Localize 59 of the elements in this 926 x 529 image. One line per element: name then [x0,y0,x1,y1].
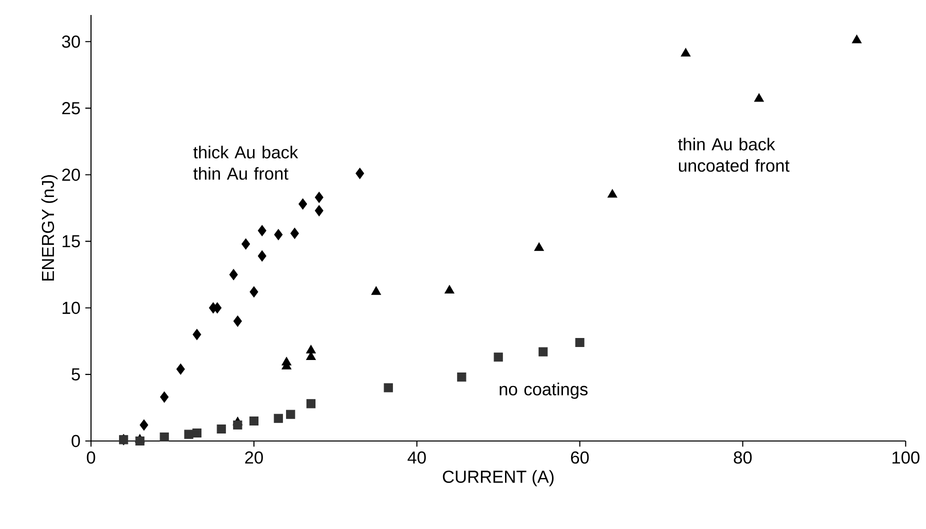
point [306,344,316,354]
point [258,250,266,262]
point [298,198,308,210]
point [534,242,544,251]
point [192,328,202,340]
y-tick-label: 10 [62,302,80,314]
point [274,414,283,423]
y-tick-label: 25 [62,102,80,114]
point [306,399,316,408]
point [852,34,862,44]
point [314,205,324,216]
point [258,225,266,236]
point [192,428,202,438]
point [249,416,258,426]
x-axis-title: CURRENT (A) [442,470,554,486]
x-tick-label: 60 [571,451,589,464]
y-tick-label: 5 [72,368,80,380]
point [754,93,764,102]
point [184,430,194,439]
text: thin Au back uncoated front [678,138,790,172]
x-tick-label: 20 [245,451,263,464]
point [233,316,242,327]
point [356,168,364,180]
point [282,356,292,366]
y-tick-label: 20 [62,168,80,181]
series-label: no coatings [500,382,588,399]
point [290,228,299,239]
point [680,48,691,57]
point [494,352,503,362]
point [242,238,250,250]
point [140,419,148,431]
point [160,391,169,403]
point [384,383,393,392]
point [229,268,238,280]
point [444,284,454,294]
series-label: thick Au back thin Au front [193,146,298,180]
x-tick-label: 100 [892,451,920,464]
point [575,338,584,348]
point [457,372,466,382]
point [286,410,296,419]
point [306,352,316,360]
x-tick-label: 80 [734,451,752,464]
y-tick-label: 30 [62,35,80,48]
point [160,432,169,442]
x-tick-label: 0 [86,451,96,464]
point [250,286,258,298]
y-tick-label: 0 [72,434,80,448]
y-axis-title: ENERGY (nJ) [41,175,58,281]
point [135,436,144,446]
point [233,420,242,430]
y-tick-label: 15 [62,235,80,248]
point [274,229,283,240]
point [538,347,548,356]
point [314,192,324,203]
x-tick-label: 40 [408,451,426,464]
point [371,286,382,295]
point [608,189,618,198]
point [176,364,185,375]
point [216,424,226,434]
